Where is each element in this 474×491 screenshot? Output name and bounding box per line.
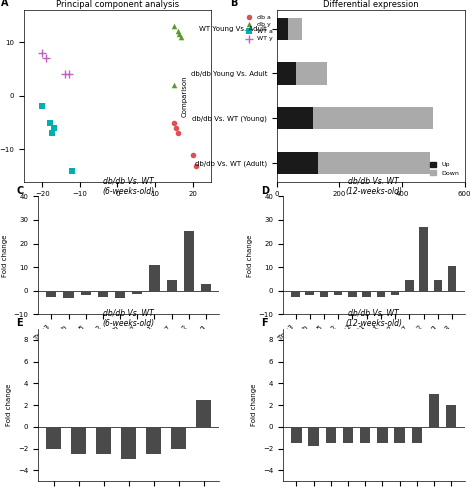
Bar [296,62,327,84]
Bar [305,291,314,296]
Bar [429,394,439,427]
Text: A: A [1,0,9,8]
db a [172,124,180,132]
Bar [309,427,319,446]
WT a [50,124,57,132]
Bar [291,291,300,297]
X-axis label: Number of altered genes: Number of altered genes [327,203,414,209]
Bar [81,291,91,296]
Bar [277,107,313,129]
Bar [394,427,405,443]
Bar [391,291,400,296]
Legend: db a, db y, WT a, WT y: db a, db y, WT a, WT y [242,13,274,43]
Bar [448,266,456,291]
WT y [65,70,73,78]
WT a [48,130,55,137]
Y-axis label: Fold change: Fold change [2,234,8,276]
Bar [362,291,371,297]
Bar [96,427,111,454]
Title: Principal component analysis: Principal component analysis [56,0,179,9]
Bar [196,400,211,427]
Bar [71,427,86,454]
Bar [288,18,302,40]
Text: D: D [261,186,269,196]
Text: F: F [261,318,268,328]
db y [177,33,185,41]
db a [189,151,196,159]
Bar [377,427,388,443]
WT y [42,54,50,62]
Y-axis label: Fold change: Fold change [247,234,253,276]
WT y [39,49,46,57]
X-axis label: Cardiac altered genes: Cardiac altered genes [91,357,167,363]
db a [170,119,178,127]
Y-axis label: Comparison: Comparison [182,75,188,116]
Bar [434,280,442,291]
Bar [318,152,430,174]
Bar [46,427,61,449]
db y [170,22,178,30]
Bar [446,405,456,427]
Title: db/db Vs. WT
(12-weeks-old): db/db Vs. WT (12-weeks-old) [345,176,402,195]
Title: db/db Vs. WT
(6-weeks-old): db/db Vs. WT (6-weeks-old) [103,176,155,195]
WT a [69,167,76,175]
WT a [39,103,46,110]
Bar [171,427,186,449]
Bar [46,291,56,297]
Bar [121,427,136,460]
db y [174,27,182,35]
Title: db/db Vs. WT
(6-weeks-old): db/db Vs. WT (6-weeks-old) [103,309,155,328]
Bar [277,62,296,84]
Bar [115,291,125,298]
db a [174,130,182,137]
Bar [343,427,353,443]
X-axis label: Cardiac altered genes: Cardiac altered genes [336,357,412,363]
Bar [405,280,414,291]
Bar [64,291,73,298]
Bar [360,427,370,443]
Bar [411,427,422,443]
Text: B: B [230,0,237,8]
Bar [326,427,336,443]
WT y [61,70,69,78]
Bar [146,427,161,454]
Text: E: E [16,318,23,328]
Title: db/db Vs. WT
(12-weeks-old): db/db Vs. WT (12-weeks-old) [345,309,402,328]
Title: Differential expression: Differential expression [323,0,419,9]
Bar [334,291,342,296]
Bar [166,280,177,291]
Y-axis label: Fold change: Fold change [252,384,257,426]
Bar [419,227,428,291]
Bar [348,291,356,297]
Bar [132,291,143,294]
Bar [291,427,301,443]
Bar [149,265,160,291]
Bar [277,18,288,40]
X-axis label: PC1 (0. 51 of variance): PC1 (0. 51 of variance) [77,203,158,210]
WT a [46,119,54,127]
db y [170,81,178,89]
Bar [319,291,328,297]
Bar [184,231,194,291]
Y-axis label: Fold change: Fold change [6,384,12,426]
Text: C: C [16,186,23,196]
db y [175,30,183,38]
Bar [277,152,318,174]
Bar [377,291,385,297]
Bar [98,291,108,297]
db a [192,162,200,169]
Bar [201,284,211,291]
Legend: Up, Down: Up, Down [427,159,461,179]
Bar [313,107,433,129]
